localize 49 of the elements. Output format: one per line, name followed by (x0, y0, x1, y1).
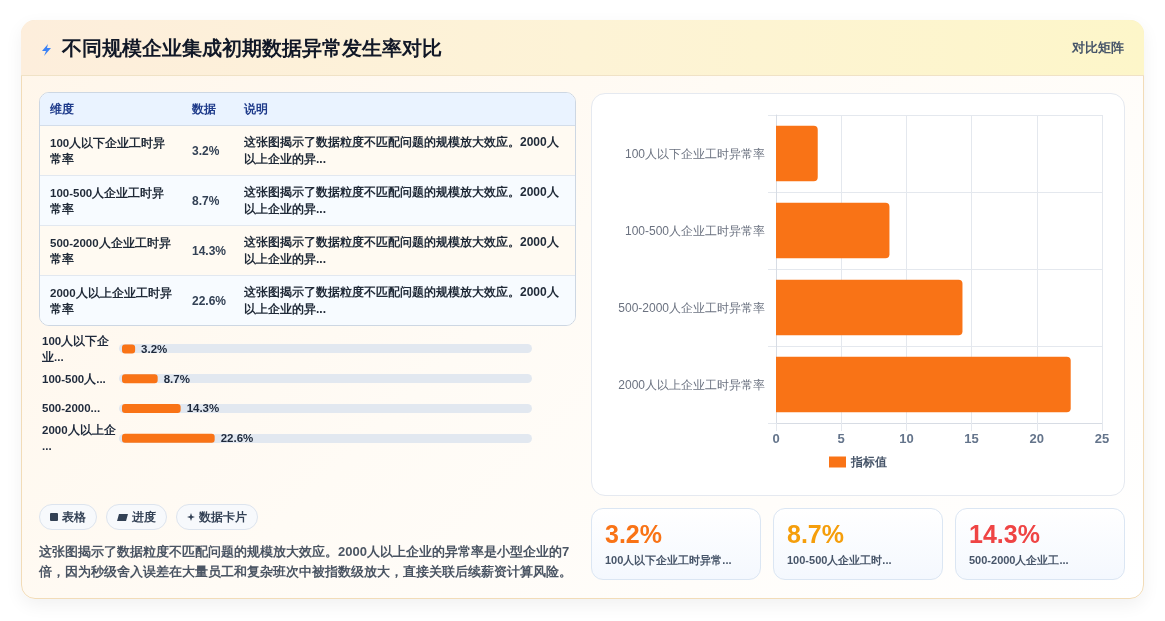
data-label: 22.6% (220, 432, 254, 445)
text: 8.7% (192, 193, 220, 208)
category-label: 500-2000人企业工... (969, 554, 1069, 566)
bar (776, 202, 890, 259)
y-tick-label: 100-500人... (42, 372, 106, 386)
text: 这张图揭示了数据粒度不匹配问题的规模放大效应。2000人以上企业的异... (244, 184, 559, 216)
y-tick-label: 100人以下企业... (41, 333, 111, 363)
x-tick-label: 20 (1029, 431, 1045, 446)
y-tick-label: 2000人以上企... (42, 423, 117, 453)
y-tick-label: 500-2000人企业工时异常率 (618, 300, 765, 315)
bar (122, 403, 181, 413)
text: 这张图揭示了数据粒度不匹配问题的规模放大效应。2000人以上企业的异... (244, 134, 559, 166)
legend-label: 指标值 (850, 455, 887, 469)
data-label: 3.2% (141, 342, 168, 355)
y-tick-label: 100人以下企业工时异常率 (624, 146, 765, 161)
text: 这张图揭示了数据粒度不匹配问题的规模放大效应。2000人以上企业的异常率是小型企业的7倍，因为秒级舍入误差在大量员工和复杂班次中被指数级放大，直接关联后续薪资计算风险。 (39, 544, 572, 579)
text: 14.3% (192, 243, 227, 258)
x-tick-label: 15 (964, 431, 979, 446)
text: 维度 (50, 101, 74, 116)
bar (776, 279, 963, 336)
y-tick-label: 500-2000... (42, 402, 101, 415)
text: 这张图揭示了数据粒度不匹配问题的规模放大效应。2000人以上企业的异... (244, 284, 559, 316)
bar (122, 374, 158, 384)
text: 数据 (192, 101, 216, 116)
text: 22.6% (192, 293, 227, 308)
chip: 表格 (39, 504, 97, 530)
text: 3.2% (605, 520, 662, 548)
y-tick-label: 100-500人企业工时异常率 (624, 223, 765, 238)
data-label: 14.3% (186, 402, 220, 415)
text: 14.3% (969, 520, 1040, 548)
text: 3.2% (192, 143, 220, 158)
x-tick-label: 25 (1094, 431, 1110, 446)
y-tick-label: 2000人以上企业工时异常率 (618, 377, 765, 392)
text: 8.7% (787, 520, 844, 548)
chip: 进度 (106, 504, 167, 530)
text: 说明 (244, 101, 268, 116)
data-label: 8.7% (163, 372, 190, 385)
x-tick-label: 5 (837, 431, 845, 446)
text: 不同规模企业集成初期数据异常发生率对比 (62, 35, 442, 61)
bar (776, 356, 1071, 413)
chip: 数据卡片 (176, 504, 258, 530)
bar (122, 433, 215, 443)
bar (776, 125, 818, 182)
x-tick-label: 10 (899, 431, 914, 446)
text: 对比矩阵 (1072, 39, 1124, 57)
category-label: 100人以下企业工时异常... (605, 554, 732, 566)
x-tick-label: 0 (772, 431, 780, 446)
text: 这张图揭示了数据粒度不匹配问题的规模放大效应。2000人以上企业的异... (244, 234, 559, 266)
category-label: 100-500人企业工时... (787, 554, 892, 566)
